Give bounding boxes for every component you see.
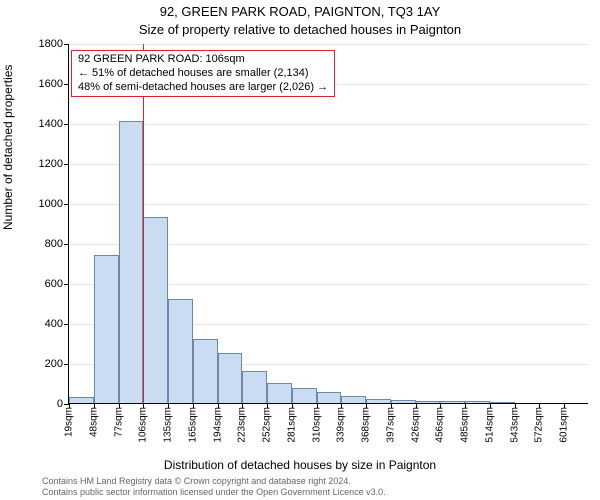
annotation-line: 48% of semi-detached houses are larger (… [78, 81, 328, 95]
y-tick-label: 800 [45, 238, 69, 250]
histogram-bar [143, 217, 168, 403]
histogram-bar [168, 299, 193, 403]
chart-title-sub: Size of property relative to detached ho… [0, 22, 600, 37]
x-tick-label: 106sqm [138, 403, 149, 443]
annotation-line: ← 51% of detached houses are smaller (2,… [78, 67, 328, 81]
annotation-line: 92 GREEN PARK ROAD: 106sqm [78, 53, 328, 67]
x-tick-label: 165sqm [187, 403, 198, 443]
x-tick-label: 456sqm [435, 403, 446, 443]
x-tick-label: 485sqm [460, 403, 471, 443]
x-tick-label: 252sqm [262, 403, 273, 443]
histogram-bar [317, 392, 342, 403]
footnote-copyright: Contains HM Land Registry data © Crown c… [42, 476, 351, 486]
y-axis-label: Number of detached properties [1, 65, 15, 230]
x-tick-label: 48sqm [88, 403, 99, 437]
x-tick-label: 310sqm [311, 403, 322, 443]
x-tick-label: 339sqm [336, 403, 347, 443]
y-tick-label: 200 [45, 358, 69, 370]
y-tick-label: 1200 [39, 158, 69, 170]
x-tick-label: 426sqm [410, 403, 421, 443]
y-tick-label: 600 [45, 278, 69, 290]
x-tick-label: 514sqm [484, 403, 495, 443]
histogram-bar [341, 396, 366, 403]
plot-area: 02004006008001000120014001600180019sqm48… [68, 44, 588, 404]
footnote-licence: Contains public sector information licen… [42, 487, 386, 497]
histogram-bar [218, 353, 243, 403]
x-tick-label: 281sqm [286, 403, 297, 443]
histogram-bar [267, 383, 292, 403]
chart-title-main: 92, GREEN PARK ROAD, PAIGNTON, TQ3 1AY [0, 4, 600, 19]
property-marker-line [143, 44, 144, 403]
x-tick-label: 135sqm [163, 403, 174, 443]
histogram-bar [119, 121, 144, 403]
gridline [69, 164, 588, 165]
x-tick-label: 368sqm [361, 403, 372, 443]
x-tick-label: 397sqm [385, 403, 396, 443]
x-tick-label: 223sqm [237, 403, 248, 443]
annotation-box: 92 GREEN PARK ROAD: 106sqm← 51% of detac… [71, 50, 335, 97]
y-tick-label: 400 [45, 318, 69, 330]
x-axis-label: Distribution of detached houses by size … [0, 458, 600, 472]
chart-root: 92, GREEN PARK ROAD, PAIGNTON, TQ3 1AY S… [0, 0, 600, 500]
gridline [69, 204, 588, 205]
y-tick-label: 1000 [39, 198, 69, 210]
x-tick-label: 543sqm [509, 403, 520, 443]
y-tick-label: 1400 [39, 118, 69, 130]
x-tick-label: 601sqm [559, 403, 570, 443]
y-tick-label: 1600 [39, 78, 69, 90]
x-tick-label: 77sqm [113, 403, 124, 437]
gridline [69, 44, 588, 45]
histogram-bar [242, 371, 267, 403]
x-tick-label: 194sqm [212, 403, 223, 443]
y-tick-label: 1800 [39, 38, 69, 50]
histogram-bar [292, 388, 317, 403]
histogram-bar [94, 255, 119, 403]
gridline [69, 124, 588, 125]
x-tick-label: 572sqm [534, 403, 545, 443]
x-tick-label: 19sqm [64, 403, 75, 437]
histogram-bar [193, 339, 218, 403]
